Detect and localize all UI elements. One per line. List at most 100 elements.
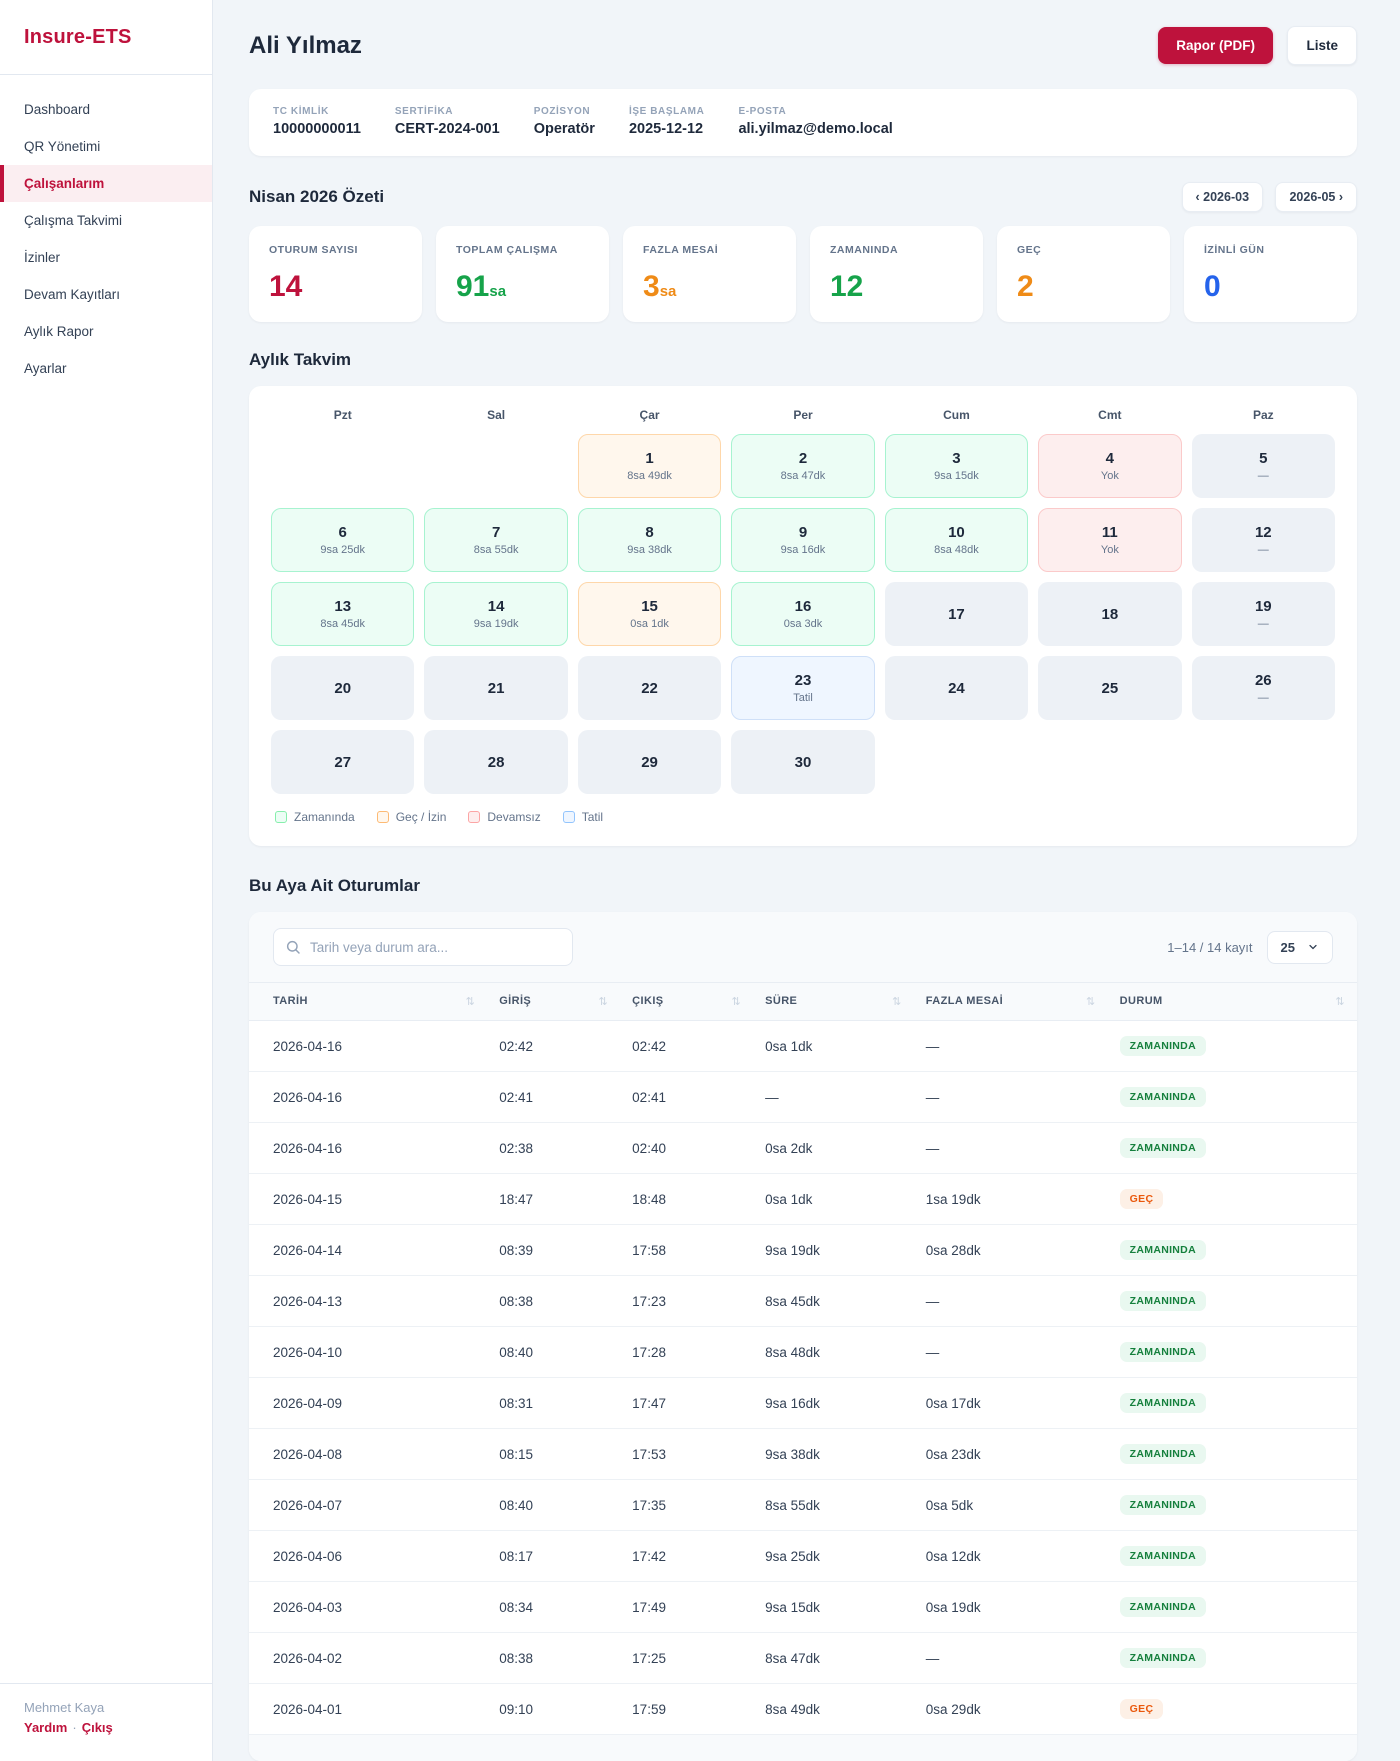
summary-card-number: 2 <box>1017 270 1034 303</box>
calendar-day-number: 6 <box>339 524 347 541</box>
duration-cell: 9sa 38dk <box>753 1429 914 1480</box>
summary-card-label: TOPLAM ÇALIŞMA <box>456 244 589 256</box>
current-user-name: Mehmet Kaya <box>24 1700 188 1715</box>
column-header-label: FAZLA MESAİ <box>926 995 1003 1007</box>
calendar-day-number: 13 <box>334 598 351 615</box>
calendar-day-note: 8sa 49dk <box>627 470 672 482</box>
status-cell: GEÇ <box>1108 1174 1357 1225</box>
status-badge: ZAMANINDA <box>1120 1138 1206 1158</box>
calendar-day-25: 25 <box>1038 656 1181 720</box>
header-actions: Rapor (PDF) Liste <box>1158 26 1357 65</box>
page-title: Ali Yılmaz <box>249 32 362 60</box>
calendar-day-note: 8sa 48dk <box>934 544 979 556</box>
summary-card-toplam-calisma: TOPLAM ÇALIŞMA91sa <box>436 226 609 322</box>
table-row: 2026-04-0708:4017:358sa 55dk0sa 5dkZAMAN… <box>249 1480 1357 1531</box>
sidebar-item-ayarlar[interactable]: Ayarlar <box>0 350 212 387</box>
summary-card-izinli-gun: İZİNLİ GÜN0 <box>1184 226 1357 322</box>
status-cell: ZAMANINDA <box>1108 1531 1357 1582</box>
summary-card-label: OTURUM SAYISI <box>269 244 402 256</box>
check-in-cell: 02:42 <box>487 1021 620 1072</box>
calendar-blank-cell <box>885 730 1028 794</box>
table-row: 2026-04-0808:1517:539sa 38dk0sa 23dkZAMA… <box>249 1429 1357 1480</box>
info-field-label: POZİSYON <box>534 106 595 117</box>
calendar-day-number: 16 <box>795 598 812 615</box>
summary-card-number: 12 <box>830 270 863 303</box>
calendar-day-30: 30 <box>731 730 874 794</box>
list-button[interactable]: Liste <box>1287 26 1357 65</box>
sidebar-nav: DashboardQR YönetimiÇalışanlarımÇalışma … <box>0 75 212 1683</box>
logout-link[interactable]: Çıkış <box>82 1720 113 1735</box>
calendar-day-number: 30 <box>795 754 812 771</box>
check-out-cell: 17:25 <box>620 1633 753 1684</box>
calendar-day-number: 8 <box>645 524 653 541</box>
calendar-day-number: 20 <box>334 680 351 697</box>
date-cell: 2026-04-16 <box>249 1123 487 1174</box>
status-badge: ZAMANINDA <box>1120 1648 1206 1668</box>
info-field-label: İŞE BAŞLAMA <box>629 106 705 117</box>
table-footer <box>249 1735 1357 1761</box>
legend-item-tatil: Tatil <box>563 810 603 824</box>
calendar-day-18: 18 <box>1038 582 1181 646</box>
page-size-select[interactable]: 25 <box>1267 931 1333 964</box>
duration-cell: 8sa 47dk <box>753 1633 914 1684</box>
column-header-sure[interactable]: SÜRE⇅ <box>753 983 914 1021</box>
prev-month-button[interactable]: ‹ 2026-03 <box>1182 182 1264 212</box>
calendar-blank-cell <box>1192 730 1335 794</box>
overtime-cell: 0sa 28dk <box>914 1225 1108 1276</box>
sidebar-item-aylik-rapor[interactable]: Aylık Rapor <box>0 313 212 350</box>
page-header: Ali Yılmaz Rapor (PDF) Liste <box>249 26 1357 65</box>
calendar-day-12: 12— <box>1192 508 1335 572</box>
sidebar-item-devam-kayitlari[interactable]: Devam Kayıtları <box>0 276 212 313</box>
column-header-giris[interactable]: GİRİŞ⇅ <box>487 983 620 1021</box>
column-header-durum[interactable]: DURUM⇅ <box>1108 983 1357 1021</box>
employee-info-card: TC KİMLİK10000000011SERTİFİKACERT-2024-0… <box>249 89 1357 156</box>
overtime-cell: — <box>914 1072 1108 1123</box>
calendar-day-number: 21 <box>488 680 505 697</box>
column-header-cikis[interactable]: ÇIKIŞ⇅ <box>620 983 753 1021</box>
calendar-day-11: 11 Yok <box>1038 508 1181 572</box>
date-cell: 2026-04-13 <box>249 1276 487 1327</box>
duration-cell: — <box>753 1072 914 1123</box>
status-badge: ZAMANINDA <box>1120 1393 1206 1413</box>
date-cell: 2026-04-07 <box>249 1480 487 1531</box>
info-field-sertifika: SERTİFİKACERT-2024-001 <box>395 106 500 137</box>
calendar-day-number: 3 <box>952 450 960 467</box>
column-header-label: ÇIKIŞ <box>632 995 663 1007</box>
help-link[interactable]: Yardım <box>24 1720 67 1735</box>
calendar-day-note: Tatil <box>793 692 813 704</box>
sidebar-item-qr-yonetimi[interactable]: QR Yönetimi <box>0 128 212 165</box>
sidebar-item-dashboard[interactable]: Dashboard <box>0 91 212 128</box>
info-field-e-posta: E-POSTAali.yilmaz@demo.local <box>738 106 892 137</box>
calendar-legend: ZamanındaGeç / İzinDevamsızTatil <box>271 810 1335 824</box>
weekday-label: Per <box>731 408 874 422</box>
calendar-day-note: Yok <box>1101 544 1119 556</box>
duration-cell: 0sa 1dk <box>753 1174 914 1225</box>
calendar-day-number: 11 <box>1102 524 1118 541</box>
sessions-table-head: TARİH⇅GİRİŞ⇅ÇIKIŞ⇅SÜRE⇅FAZLA MESAİ⇅DURUM… <box>249 983 1357 1021</box>
column-header-tarih[interactable]: TARİH⇅ <box>249 983 487 1021</box>
summary-card-number: 14 <box>269 270 302 303</box>
summary-card-gec: GEÇ2 <box>997 226 1170 322</box>
search-input[interactable] <box>273 928 573 966</box>
toolbar-right: 1–14 / 14 kayıt 25 <box>1167 931 1333 964</box>
calendar-day-16: 160sa 3dk <box>731 582 874 646</box>
next-month-button[interactable]: 2026-05 › <box>1275 182 1357 212</box>
sort-icon: ⇅ <box>466 995 476 1008</box>
overtime-cell: — <box>914 1123 1108 1174</box>
calendar-day-13: 13 8sa 45dk <box>271 582 414 646</box>
sessions-toolbar: 1–14 / 14 kayıt 25 <box>249 912 1357 982</box>
summary-card-number: 0 <box>1204 270 1221 303</box>
sidebar-item-izinler[interactable]: İzinler <box>0 239 212 276</box>
calendar-day-number: 22 <box>641 680 658 697</box>
duration-cell: 9sa 19dk <box>753 1225 914 1276</box>
calendar-day-note: 8sa 47dk <box>781 470 826 482</box>
sidebar-item-calisma-takvimi[interactable]: Çalışma Takvimi <box>0 202 212 239</box>
check-out-cell: 17:42 <box>620 1531 753 1582</box>
report-pdf-button[interactable]: Rapor (PDF) <box>1158 27 1273 64</box>
calendar-day-27: 27 <box>271 730 414 794</box>
sidebar-item-calisanlarim[interactable]: Çalışanlarım <box>0 165 212 202</box>
calendar-day-number: 14 <box>488 598 505 615</box>
calendar-day-note: 8sa 45dk <box>320 618 365 630</box>
column-header-fazla-mesai[interactable]: FAZLA MESAİ⇅ <box>914 983 1108 1021</box>
sidebar-footer-links: Yardım·Çıkış <box>24 1720 188 1735</box>
